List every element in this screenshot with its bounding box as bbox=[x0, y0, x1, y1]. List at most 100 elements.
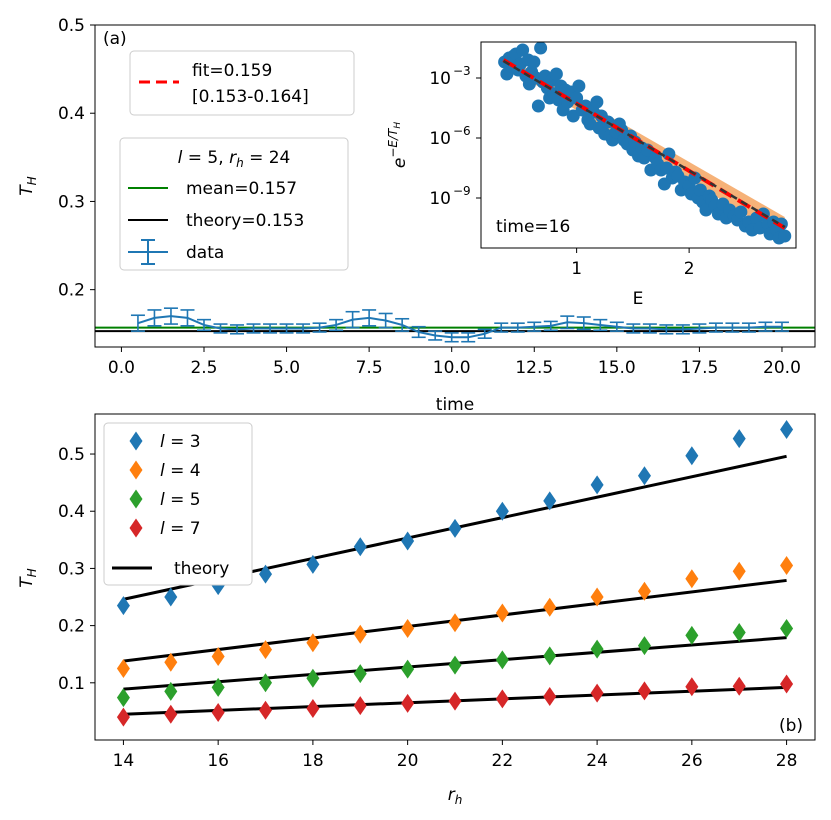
point-l5 bbox=[780, 618, 794, 638]
point-l3 bbox=[732, 429, 746, 449]
inset-ticks: 1 210−310−610−9 bbox=[429, 64, 694, 279]
data-errorbar bbox=[642, 323, 657, 334]
point-l7 bbox=[732, 676, 746, 696]
point-l3 bbox=[637, 466, 651, 486]
point-l7 bbox=[259, 700, 273, 720]
point-l7 bbox=[306, 699, 320, 719]
point-l3 bbox=[495, 501, 509, 521]
inset-point bbox=[534, 42, 548, 55]
data-errorbar bbox=[725, 322, 740, 333]
main-legend: l = 5, rh = 24 mean=0.157 theory=0.153 d… bbox=[119, 137, 349, 271]
point-l3 bbox=[590, 475, 604, 495]
a-xtick-label: 10.0 bbox=[433, 358, 471, 378]
b-ytick-label: 0.5 bbox=[58, 445, 85, 465]
data-errorbar bbox=[312, 322, 327, 333]
b-xtick-label: 28 bbox=[776, 751, 798, 771]
inset-ytick-label: 10 bbox=[429, 69, 451, 89]
inset-ytick-label: 10 bbox=[429, 189, 451, 209]
data-errorbar bbox=[609, 321, 624, 332]
data-errorbar bbox=[741, 322, 756, 333]
inset-xtick-label: 2 bbox=[684, 259, 695, 279]
data-errorbar bbox=[130, 314, 145, 332]
point-l5 bbox=[401, 659, 415, 679]
point-l5 bbox=[685, 625, 699, 645]
b-ytick-label: 0.2 bbox=[58, 617, 85, 637]
a-xtick-label: 0.0 bbox=[108, 358, 135, 378]
point-l4 bbox=[685, 569, 699, 589]
legend-label: l = 4 bbox=[160, 461, 201, 481]
data-errorbar bbox=[263, 323, 278, 334]
point-l7 bbox=[211, 703, 225, 723]
data-errorbar bbox=[362, 309, 377, 327]
point-l4 bbox=[164, 652, 178, 672]
point-l5 bbox=[259, 673, 273, 693]
b-xtick-label: 24 bbox=[586, 751, 608, 771]
data-errorbar bbox=[543, 320, 558, 332]
point-l5 bbox=[495, 650, 509, 670]
point-l4 bbox=[116, 659, 130, 679]
point-l7 bbox=[164, 704, 178, 724]
data-errorbar bbox=[494, 322, 509, 333]
point-l5 bbox=[732, 622, 746, 642]
legend-label: l = 5 bbox=[160, 490, 201, 510]
a-xtick-label: 2.5 bbox=[190, 358, 217, 378]
point-l3 bbox=[306, 554, 320, 574]
data-errorbar bbox=[477, 328, 492, 339]
panel-a: 0.0 2.5 5.0 7.5 10.0 12.5 15.0 17.5 20.0 0.2 0.3 0.… bbox=[17, 16, 816, 415]
panel-b-xlabel: rh bbox=[448, 785, 463, 807]
data-errorbar bbox=[675, 324, 690, 335]
data-errorbar bbox=[758, 321, 773, 332]
b-xtick-label: 22 bbox=[492, 751, 514, 771]
inset-ytick-exponent: −3 bbox=[453, 64, 471, 78]
point-l4 bbox=[306, 633, 320, 653]
data-errorbar bbox=[196, 318, 211, 332]
inset-point bbox=[527, 55, 541, 69]
b-xtick-label: 20 bbox=[397, 751, 419, 771]
panel-b-ylabel: TH bbox=[17, 568, 39, 587]
point-l7 bbox=[685, 677, 699, 697]
point-l3 bbox=[259, 564, 273, 584]
inset-point bbox=[590, 95, 604, 109]
point-l3 bbox=[780, 419, 794, 439]
inset-point bbox=[516, 43, 530, 57]
panel-b-legend-entries: l = 3 l = 4 l = 5 l = 7 theory bbox=[112, 431, 229, 579]
data-errorbar bbox=[444, 332, 459, 343]
inset-ytick-exponent: −6 bbox=[453, 124, 471, 138]
point-l3 bbox=[448, 518, 462, 538]
point-l4 bbox=[637, 581, 651, 601]
point-l4 bbox=[780, 556, 794, 576]
panel-b-points bbox=[116, 419, 794, 727]
data-errorbar bbox=[213, 323, 228, 334]
point-l5 bbox=[637, 636, 651, 656]
data-errorbar bbox=[180, 309, 195, 327]
data-errorbar bbox=[230, 324, 245, 335]
b-ytick-label: 0.1 bbox=[58, 674, 85, 694]
data-errorbar bbox=[659, 324, 674, 335]
panel-a-ylabel: TH bbox=[17, 176, 39, 195]
fit-legend-line1: fit=0.159 bbox=[192, 61, 272, 81]
point-l3 bbox=[401, 531, 415, 551]
point-l5 bbox=[590, 639, 604, 659]
inset-point bbox=[734, 205, 748, 219]
data-errorbar bbox=[395, 317, 410, 332]
inset-point bbox=[572, 79, 586, 93]
point-l5 bbox=[211, 677, 225, 697]
a-xtick-label: 20.0 bbox=[763, 358, 801, 378]
a-xtick-label: 15.0 bbox=[598, 358, 636, 378]
point-l3 bbox=[116, 596, 130, 616]
data-errorbar bbox=[560, 315, 575, 330]
legend-marker bbox=[129, 489, 143, 509]
a-xtick-label: 17.5 bbox=[680, 358, 718, 378]
b-ytick-label: 0.3 bbox=[58, 559, 85, 579]
point-l7 bbox=[401, 693, 415, 713]
data-errorbar bbox=[279, 323, 294, 334]
point-l3 bbox=[353, 537, 367, 557]
point-l7 bbox=[637, 681, 651, 701]
panel-a-frame bbox=[94, 24, 816, 348]
data-errorbar bbox=[593, 318, 608, 332]
panel-a-label: (a) bbox=[103, 29, 127, 49]
a-ytick-label: 0.2 bbox=[58, 281, 85, 301]
data-errorbar bbox=[147, 309, 162, 327]
inset-points bbox=[498, 42, 792, 245]
